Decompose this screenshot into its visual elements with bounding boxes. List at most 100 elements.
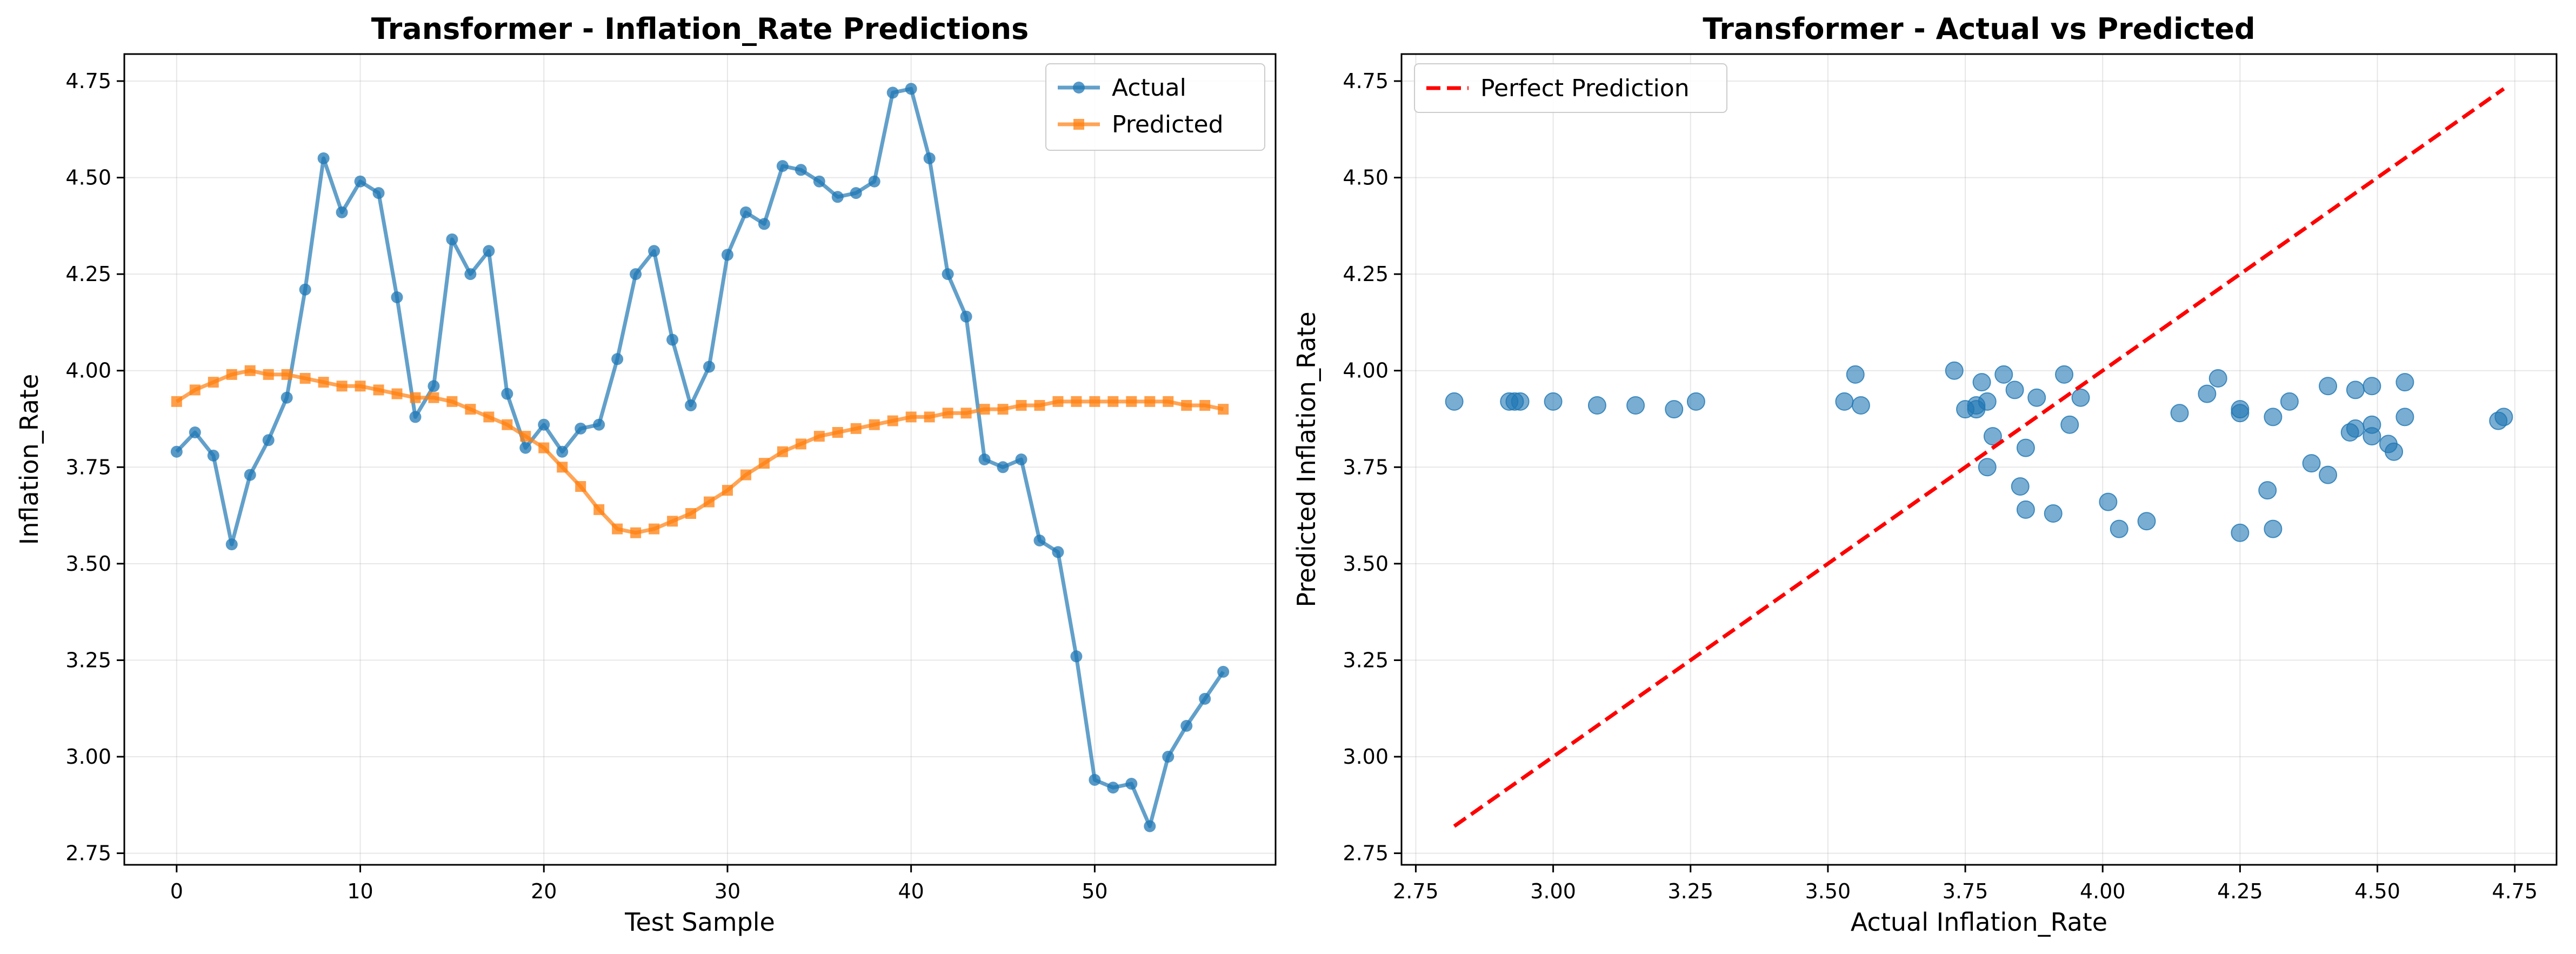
y-tick-label: 4.25 bbox=[1343, 262, 1389, 286]
data-point bbox=[263, 369, 274, 380]
data-point bbox=[905, 83, 917, 95]
scatter-point bbox=[1686, 392, 1705, 411]
scatter-point bbox=[2016, 438, 2035, 457]
data-point bbox=[446, 233, 458, 245]
scatter-point bbox=[1983, 427, 2002, 446]
scatter-point bbox=[1544, 392, 1563, 411]
data-point bbox=[1016, 400, 1027, 411]
data-point bbox=[446, 396, 458, 407]
data-point bbox=[997, 404, 1009, 415]
x-axis-label: Test Sample bbox=[624, 908, 775, 937]
scatter-point bbox=[2231, 404, 2250, 423]
data-point bbox=[593, 504, 605, 515]
series-line-actual bbox=[175, 86, 1225, 829]
data-point bbox=[776, 160, 789, 172]
scatter-point bbox=[1445, 392, 1464, 411]
data-point bbox=[262, 434, 275, 446]
scatter-point bbox=[2346, 381, 2365, 399]
scatter-point bbox=[2494, 408, 2513, 426]
data-point bbox=[886, 86, 899, 99]
scatter-point bbox=[2055, 365, 2074, 384]
data-point bbox=[960, 310, 972, 323]
plot-frame bbox=[1400, 53, 2558, 866]
data-point bbox=[519, 442, 532, 454]
y-tick-label: 3.75 bbox=[65, 455, 111, 479]
data-point bbox=[318, 377, 329, 388]
data-point bbox=[942, 268, 954, 281]
data-point bbox=[465, 404, 476, 415]
data-point bbox=[372, 187, 385, 199]
data-point bbox=[428, 380, 440, 392]
scatter-point bbox=[1626, 396, 1645, 415]
scatter-point bbox=[1846, 365, 1865, 384]
x-tick-label: 4.00 bbox=[2080, 879, 2126, 903]
data-point bbox=[355, 381, 366, 392]
scatter-point bbox=[2005, 381, 2024, 399]
y-axis-label: Predicted Inflation_Rate bbox=[1292, 311, 1321, 607]
y-tick-label: 4.25 bbox=[65, 262, 111, 286]
y-axis-label: Inflation_Rate bbox=[15, 374, 44, 545]
scatter-point bbox=[1505, 392, 1524, 411]
x-tick-label: 4.50 bbox=[2354, 879, 2400, 903]
data-point bbox=[1071, 396, 1082, 407]
y-tick-label: 3.50 bbox=[1343, 552, 1389, 576]
y-tick-label: 3.25 bbox=[1343, 648, 1389, 672]
series-actual bbox=[170, 83, 1230, 832]
data-point bbox=[1180, 719, 1193, 732]
chart-line-predictions: 0 10 20 30 40 50 2.75 3.00 3.25 3.50 3.75 4.00 4.25 4… bbox=[15, 12, 1277, 937]
data-point bbox=[336, 206, 348, 218]
data-point bbox=[1070, 650, 1083, 663]
data-point bbox=[795, 438, 806, 450]
data-point bbox=[244, 365, 256, 376]
data-point bbox=[1033, 535, 1046, 546]
scatter-point bbox=[2011, 477, 2030, 496]
chart-scatter-actual-vs-predicted: 2.75 3.00 3.25 3.50 3.75 4.00 4.25 4.50 4.75 2.75… bbox=[1292, 12, 2558, 937]
scatter-point bbox=[1665, 400, 1684, 419]
data-point bbox=[1089, 396, 1100, 407]
data-point bbox=[740, 469, 751, 481]
legend-box bbox=[1414, 63, 1727, 113]
scatter-point bbox=[2027, 388, 2046, 407]
legend-label-actual: Actual bbox=[1112, 74, 1186, 102]
series-predicted bbox=[171, 365, 1229, 538]
x-tick-label: 10 bbox=[347, 879, 373, 903]
data-point bbox=[739, 206, 752, 218]
data-point bbox=[354, 175, 366, 188]
data-point bbox=[1107, 782, 1119, 794]
data-point bbox=[189, 384, 201, 396]
y-tick-label: 2.75 bbox=[65, 842, 111, 865]
data-point bbox=[391, 388, 403, 399]
series-line-predicted bbox=[175, 369, 1224, 535]
data-point bbox=[795, 164, 807, 176]
chart-title: Transformer - Inflation_Rate Predictions bbox=[371, 12, 1029, 46]
data-point bbox=[1034, 400, 1045, 411]
scatter-point bbox=[2346, 419, 2365, 438]
data-point bbox=[905, 411, 917, 423]
scatter-point bbox=[2044, 504, 2063, 523]
x-tick-label: 30 bbox=[715, 879, 740, 903]
data-point bbox=[317, 152, 330, 164]
chart-title: Transformer - Actual vs Predicted bbox=[1703, 12, 2255, 46]
data-point bbox=[1181, 400, 1192, 411]
scatter-point bbox=[2319, 377, 2338, 396]
data-point bbox=[281, 369, 292, 380]
data-point bbox=[612, 523, 623, 535]
data-point bbox=[538, 442, 550, 453]
data-point bbox=[813, 175, 825, 188]
x-tick-label: 20 bbox=[531, 879, 557, 903]
data-point bbox=[244, 469, 256, 481]
scatter-point bbox=[2170, 404, 2189, 423]
data-point bbox=[556, 445, 569, 458]
data-point bbox=[520, 431, 531, 442]
scatter-point bbox=[2319, 465, 2338, 484]
scatter-point bbox=[2302, 454, 2321, 473]
data-point bbox=[703, 361, 715, 373]
data-point bbox=[1199, 400, 1211, 411]
scatter-point bbox=[2208, 369, 2227, 388]
x-tick-label: 3.75 bbox=[1943, 879, 1988, 903]
data-point bbox=[630, 268, 642, 281]
data-point bbox=[483, 411, 495, 423]
x-tick-label: 40 bbox=[898, 879, 924, 903]
scatter-point bbox=[2264, 519, 2283, 538]
